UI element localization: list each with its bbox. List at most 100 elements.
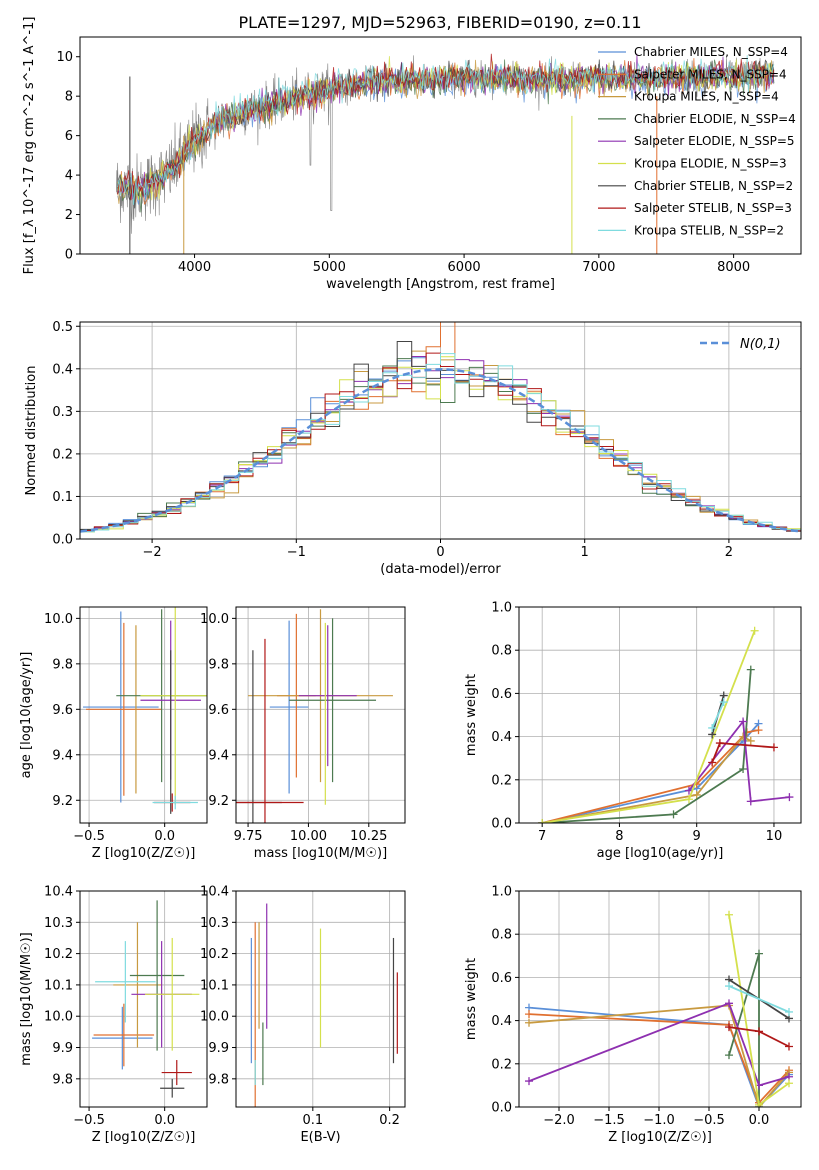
age-mass-panel: 9.75 10.00 10.25 9.2 9.4 9.6 9.8 10.0 mass [log1… — [200, 606, 406, 861]
age-mass-xlabel: mass [log10(M/M☉)] — [254, 846, 387, 861]
mass-z-ylabel: mass [log10(M/M☉)] — [19, 932, 34, 1065]
weight-age-series-line — [711, 701, 725, 729]
spectrum-xtick-label: 5000 — [313, 260, 346, 275]
spectrum-xtick-label: 4000 — [178, 260, 211, 275]
weight-z-xtick-label: 0.0 — [749, 1113, 770, 1128]
residual-ylabel: Normed distribution — [24, 366, 39, 496]
weight-age-ytick-label: 1.0 — [491, 601, 512, 616]
legend-label: Chabrier STELIB, N_SSP=2 — [634, 179, 793, 193]
spectrum-xtick-label: 8000 — [717, 260, 750, 275]
mass-z-ytick-label: 10.0 — [44, 1010, 73, 1025]
residual-plot-area — [80, 322, 801, 539]
weight-age-point-marker — [669, 810, 678, 819]
mass-z-ytick-label: 10.2 — [44, 947, 73, 962]
weight-age-xtick-label: 9 — [693, 829, 701, 844]
mass-ebv-xtick-label: 0.2 — [379, 1113, 400, 1128]
residual-xtick-label: 0 — [436, 545, 444, 560]
weight-age-ytick-label: 0.0 — [491, 817, 512, 832]
age-mass-ytick-label: 9.6 — [208, 703, 229, 718]
mass-ebv-xlabel: E(B-V) — [300, 1130, 340, 1145]
residual-ytick-label: 0.4 — [52, 362, 73, 377]
residual-histogram — [80, 341, 801, 532]
spectrum-ytick-label: 0 — [65, 248, 73, 263]
weight-age-xtick-label: 7 — [538, 829, 546, 844]
weight-z-point-marker — [725, 1023, 733, 1032]
weight-z-point-marker — [755, 1100, 763, 1107]
weight-age-ytick-label: 0.6 — [491, 687, 512, 702]
weight-age-ytick-label: 0.2 — [491, 773, 512, 788]
legend-label: Kroupa STELIB, N_SSP=2 — [634, 223, 784, 237]
weight-age-point-marker — [746, 797, 755, 806]
mass-ebv-ytick-label: 9.9 — [208, 1041, 229, 1056]
age-z-plot-area — [80, 607, 207, 823]
weight-z-point-marker — [785, 1042, 793, 1051]
spectrum-model-line — [117, 59, 775, 209]
weight-age-point-marker — [746, 665, 755, 674]
mass-z-ytick-label: 10.3 — [44, 916, 73, 931]
age-mass-plot-area — [236, 607, 405, 823]
weight-z-point-marker — [755, 949, 763, 958]
weight-z-panel: −2.0 −1.5 −1.0 −0.5 0.0 0.0 0.2 0.4 0.6 0.8 1.0 Z [… — [464, 885, 802, 1145]
weight-z-point-marker — [785, 1007, 793, 1016]
age-z-ytick-label: 10.0 — [44, 612, 73, 627]
mass-ebv-xtick-label: 0.1 — [302, 1113, 323, 1128]
age-z-panel: −0.5 0.0 9.2 9.4 9.6 9.8 10.0 Z [log10(Z/Z☉)] ag… — [19, 606, 208, 861]
weight-age-series-line — [542, 669, 752, 823]
weight-z-xtick-label: −0.5 — [693, 1113, 725, 1128]
weight-z-point-marker — [525, 1010, 533, 1019]
spectrum-ytick-label: 10 — [56, 50, 73, 65]
weight-age-point-marker — [692, 790, 701, 799]
weight-age-series-line — [688, 719, 790, 803]
mass-z-ytick-label: 9.9 — [52, 1041, 73, 1056]
age-mass-frame — [235, 606, 406, 824]
legend-label: Kroupa MILES, N_SSP=4 — [634, 90, 779, 104]
weight-age-ytick-label: 0.8 — [491, 644, 512, 659]
weight-z-series-line — [528, 1002, 790, 1087]
age-mass-xtick-label: 10.25 — [350, 829, 387, 844]
residual-frame — [79, 321, 802, 540]
weight-z-ylabel: mass weight — [464, 958, 479, 1040]
mass-z-xlabel: Z [log10(Z/Z☉)] — [92, 1130, 196, 1145]
weight-z-xtick-label: −1.5 — [593, 1113, 625, 1128]
mass-ebv-ytick-label: 10.4 — [200, 885, 229, 900]
gaussian-curve — [80, 368, 801, 533]
weight-z-xtick-label: −2.0 — [543, 1113, 575, 1128]
weight-z-plot-area — [519, 891, 801, 1107]
residual-ytick-label: 0.2 — [52, 447, 73, 462]
residual-ytick-label: 0.0 — [52, 533, 73, 548]
weight-age-series-line — [542, 735, 752, 823]
weight-z-series-line — [728, 985, 790, 1013]
weight-age-point-marker — [739, 765, 748, 773]
mass-z-xtick-label: −0.5 — [73, 1113, 105, 1128]
weight-z-ytick-label: 0.0 — [491, 1101, 512, 1116]
weight-z-point-marker — [725, 982, 733, 991]
weight-age-plot-area — [519, 607, 801, 823]
mass-ebv-ytick-label: 10.3 — [200, 916, 229, 931]
age-mass-ytick-label: 9.4 — [208, 748, 229, 763]
spectrum-ytick-label: 4 — [65, 169, 73, 184]
weight-z-ytick-label: 0.2 — [491, 1057, 512, 1072]
weight-z-xtick-label: −1.0 — [643, 1113, 675, 1128]
weight-age-point-marker — [708, 723, 717, 732]
spectrum-ytick-label: 6 — [65, 129, 73, 144]
spectrum-xtick-label: 6000 — [448, 260, 481, 275]
age-z-ytick-label: 9.2 — [52, 794, 73, 809]
weight-z-xlabel: Z [log10(Z/Z☉)] — [608, 1130, 712, 1145]
age-mass-xtick-label: 10.00 — [290, 829, 327, 844]
spectrum-xlabel: wavelength [Angstrom, rest frame] — [326, 277, 555, 292]
weight-age-panel: 7 8 9 10 0.0 0.2 0.4 0.6 0.8 1.0 age [log10(age/yr… — [464, 601, 802, 861]
spectrum-ytick-label: 8 — [65, 90, 73, 105]
mass-ebv-ytick-label: 9.8 — [208, 1072, 229, 1087]
age-z-ytick-label: 9.6 — [52, 703, 73, 718]
age-mass-ytick-label: 9.8 — [208, 657, 229, 672]
spectrum-ylabel: Flux [f_λ 10^-17 erg cm^-2 s^-1 A^-1] — [22, 17, 37, 275]
weight-age-xlabel: age [log10(age/yr)] — [597, 846, 724, 861]
legend-label: Salpeter MILES, N_SSP=4 — [634, 67, 787, 81]
spectrum-model-line — [117, 53, 775, 201]
weight-age-frame — [518, 606, 802, 824]
weight-z-point-marker — [725, 999, 733, 1008]
age-z-xlabel: Z [log10(Z/Z☉)] — [92, 846, 196, 861]
residual-ytick-label: 0.3 — [52, 405, 73, 420]
weight-age-series-line — [542, 630, 756, 823]
